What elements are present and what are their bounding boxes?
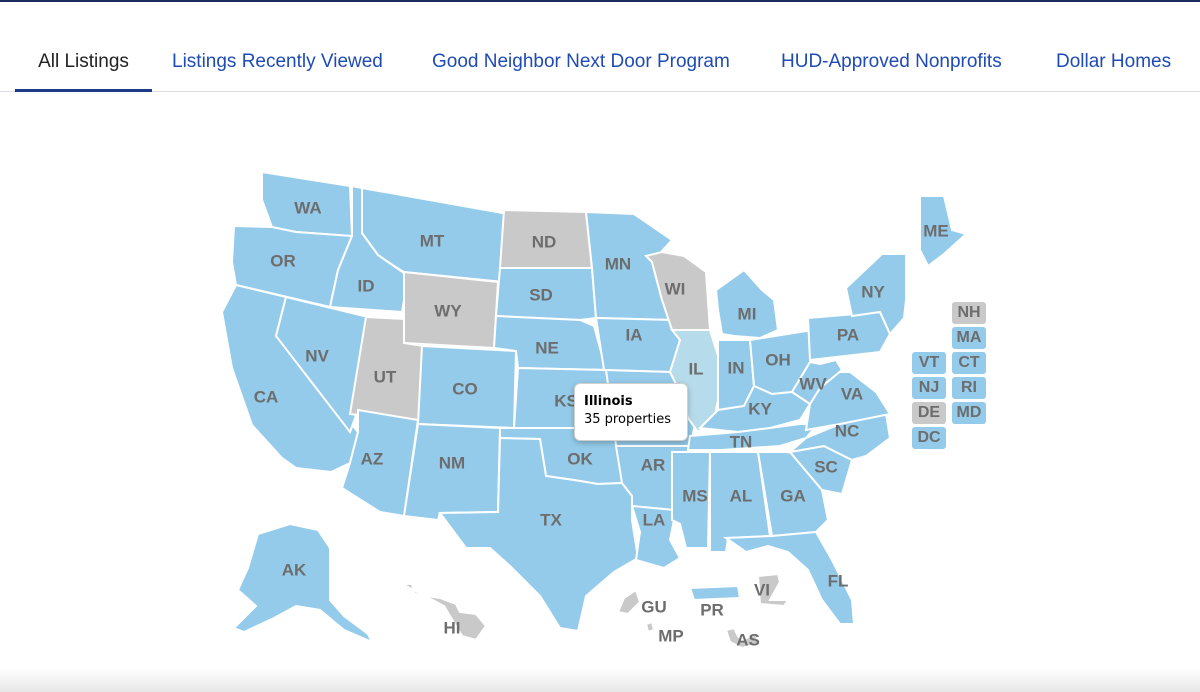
state-gu[interactable] xyxy=(616,588,642,616)
state-box-ma[interactable]: MA xyxy=(952,327,986,349)
state-wa[interactable] xyxy=(261,170,354,238)
state-mp[interactable] xyxy=(644,620,656,634)
state-tooltip: Illinois 35 properties xyxy=(574,383,688,441)
tab-all-listings[interactable]: All Listings xyxy=(15,44,152,92)
tab-hud-approved-nonprofits[interactable]: HUD-Approved Nonprofits xyxy=(781,51,1002,72)
state-box-dc[interactable]: DC xyxy=(912,427,946,449)
bottom-fade xyxy=(0,668,1200,692)
state-box-md[interactable]: MD xyxy=(952,402,986,424)
state-box-ct[interactable]: CT xyxy=(952,352,986,374)
state-tn[interactable] xyxy=(686,423,821,451)
state-label-pr: PR xyxy=(700,600,724,619)
state-vi[interactable] xyxy=(756,572,790,608)
tab-dollar-homes[interactable]: Dollar Homes xyxy=(1056,51,1172,72)
state-label-gu: GU xyxy=(641,597,667,616)
state-box-vt[interactable]: VT xyxy=(912,352,946,374)
state-box-nj[interactable]: NJ xyxy=(912,377,946,399)
state-box-nh[interactable]: NH xyxy=(952,302,986,324)
top-border xyxy=(0,0,1200,2)
state-label-mp: MP xyxy=(658,626,684,645)
state-wv[interactable] xyxy=(790,358,844,406)
state-co[interactable] xyxy=(416,344,518,430)
state-ak[interactable] xyxy=(232,522,375,644)
state-box-ri[interactable]: RI xyxy=(952,377,986,399)
state-wy[interactable] xyxy=(403,270,500,350)
state-nm[interactable] xyxy=(402,422,502,522)
state-hi[interactable] xyxy=(401,583,488,642)
state-pr[interactable] xyxy=(688,584,742,602)
state-fl[interactable] xyxy=(723,530,856,625)
state-il[interactable] xyxy=(668,329,719,434)
state-ia[interactable] xyxy=(594,316,682,374)
state-pa[interactable] xyxy=(806,310,892,362)
tooltip-state-name: Illinois xyxy=(584,394,633,409)
state-as[interactable] xyxy=(724,626,760,650)
state-nd[interactable] xyxy=(498,208,594,269)
state-sd[interactable] xyxy=(494,267,598,322)
tab-good-neighbor-next-door[interactable]: Good Neighbor Next Door Program xyxy=(432,51,730,72)
listing-tabs: All Listings Listings Recently Viewed Go… xyxy=(0,0,1200,92)
state-nv[interactable] xyxy=(274,295,370,435)
tooltip-property-count: 35 properties xyxy=(584,412,672,427)
tab-listings-recently-viewed[interactable]: Listings Recently Viewed xyxy=(172,51,383,72)
state-tx[interactable] xyxy=(438,436,640,633)
state-ny[interactable] xyxy=(844,253,907,336)
state-ms[interactable] xyxy=(671,451,712,549)
state-mi[interactable] xyxy=(714,268,780,340)
state-me[interactable] xyxy=(919,195,969,268)
state-box-de[interactable]: DE xyxy=(912,402,946,424)
